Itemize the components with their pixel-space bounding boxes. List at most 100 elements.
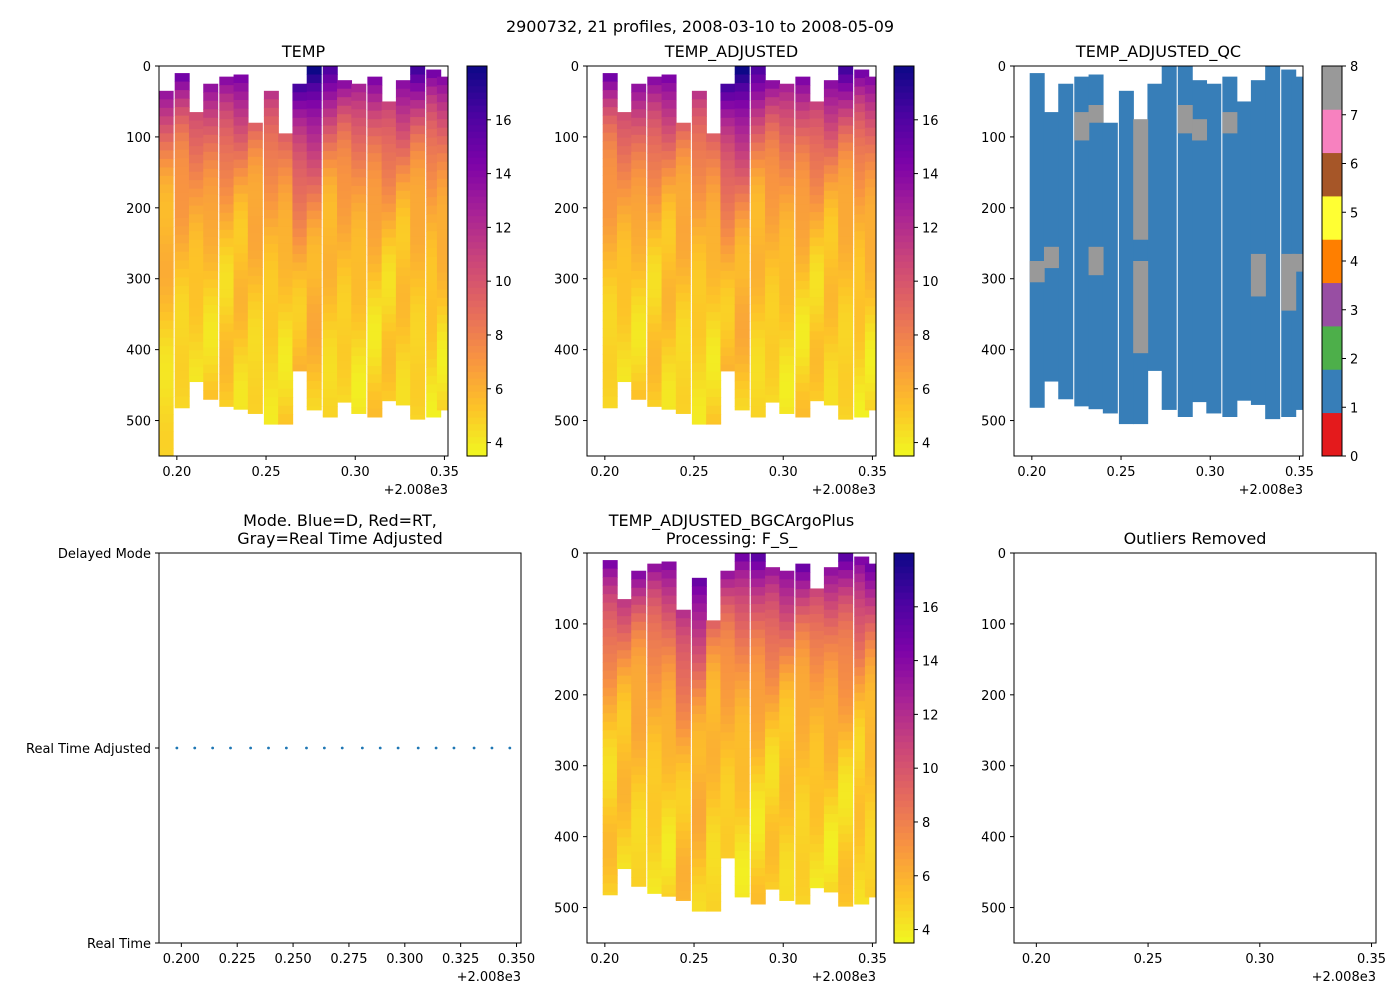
heatmap-cell xyxy=(602,611,618,621)
heatmap-cell xyxy=(750,295,766,305)
heatmap-cell xyxy=(809,109,825,119)
colorbar-segment xyxy=(894,936,914,944)
heatmap-cell xyxy=(765,592,781,602)
heatmap-cell xyxy=(616,760,632,770)
heatmap-cell xyxy=(675,148,691,158)
colorbar-segment xyxy=(894,930,914,938)
heatmap-cell xyxy=(765,88,781,98)
heatmap-cell xyxy=(838,227,854,237)
heatmap-cell xyxy=(838,876,854,886)
heatmap-cell xyxy=(675,865,691,875)
mode-point xyxy=(175,746,179,750)
heatmap-cell xyxy=(823,839,839,849)
heatmap-cell xyxy=(410,66,426,76)
heatmap-cell xyxy=(734,193,750,203)
heatmap-cell xyxy=(647,844,663,854)
heatmap-cell xyxy=(602,679,618,689)
colorbar-segment xyxy=(467,235,487,243)
heatmap-cell xyxy=(675,660,691,670)
heatmap-cell xyxy=(436,246,448,256)
colorbar-segment xyxy=(1322,152,1342,197)
heatmap-cell xyxy=(675,771,691,781)
heatmap-cell xyxy=(322,287,338,297)
heatmap-cell xyxy=(838,842,854,852)
heatmap-cell xyxy=(691,620,707,630)
heatmap-cell xyxy=(278,320,294,330)
heatmap-cell xyxy=(174,294,190,304)
heatmap-cell xyxy=(750,321,766,331)
heatmap-cell xyxy=(720,168,736,178)
heatmap-cell xyxy=(734,621,750,631)
heatmap-cell xyxy=(661,202,677,212)
x-tick-label: 0.20 xyxy=(162,465,191,480)
heatmap-cell xyxy=(436,229,448,239)
colorbar-segment xyxy=(894,910,914,918)
colorbar-segment xyxy=(894,923,914,931)
heatmap-cell xyxy=(219,314,235,324)
heatmap-cell xyxy=(750,578,766,588)
heatmap-cell xyxy=(795,323,811,333)
heatmap-cell xyxy=(263,337,279,347)
heatmap-cell xyxy=(838,168,854,178)
heatmap-cell xyxy=(854,616,870,626)
heatmap-cell xyxy=(292,117,308,127)
heatmap-cell xyxy=(675,643,691,653)
heatmap-cell xyxy=(219,255,235,265)
heatmap-cell xyxy=(159,243,174,253)
heatmap-cell xyxy=(631,834,647,844)
heatmap-cell xyxy=(795,119,811,129)
heatmap-cell xyxy=(233,125,249,135)
heatmap-cell xyxy=(838,372,854,382)
heatmap-cell xyxy=(734,876,750,886)
heatmap-cell xyxy=(159,209,174,219)
panel-title: TEMP_ADJUSTED_QC xyxy=(1075,42,1241,62)
heatmap-cell xyxy=(750,612,766,622)
heatmap-cell xyxy=(263,141,279,151)
heatmap-cell xyxy=(631,373,647,383)
heatmap-cell xyxy=(174,90,190,100)
heatmap-cell xyxy=(203,236,219,246)
heatmap-cell xyxy=(661,372,677,382)
heatmap-cell xyxy=(247,148,263,158)
heatmap-cell xyxy=(631,817,647,827)
heatmap-cell xyxy=(647,119,663,129)
heatmap-cell xyxy=(809,178,825,188)
heatmap-cell xyxy=(263,90,279,100)
heatmap-cell xyxy=(292,228,308,238)
heatmap-cell xyxy=(647,255,663,265)
heatmap-cell xyxy=(426,214,442,224)
heatmap-cell xyxy=(809,656,825,666)
heatmap-cell xyxy=(436,289,448,299)
heatmap-cell xyxy=(779,219,795,229)
heatmap-cell xyxy=(367,161,383,171)
heatmap-cell xyxy=(864,221,876,231)
heatmap-cell xyxy=(426,188,442,198)
heatmap-cell xyxy=(188,341,204,351)
heatmap-cell xyxy=(809,237,825,247)
heatmap-cell xyxy=(809,195,825,205)
heatmap-cell xyxy=(616,752,632,762)
heatmap-cell xyxy=(675,830,691,840)
heatmap-cell xyxy=(691,841,707,851)
heatmap-cell xyxy=(410,389,426,399)
heatmap-cell xyxy=(631,228,647,238)
heatmap-cell xyxy=(854,265,870,275)
heatmap-cell xyxy=(351,168,367,178)
heatmap-cell xyxy=(188,112,204,122)
heatmap-cell xyxy=(322,304,338,314)
heatmap-cell xyxy=(337,360,353,370)
heatmap-cell xyxy=(854,896,870,905)
heatmap-cell xyxy=(795,306,811,316)
heatmap-cell xyxy=(691,226,707,236)
heatmap-cell xyxy=(647,212,663,222)
colorbar-segment xyxy=(894,397,914,405)
heatmap-cell xyxy=(675,190,691,200)
heatmap-cell xyxy=(779,834,795,844)
heatmap-cell xyxy=(838,663,854,673)
heatmap-cell xyxy=(661,397,677,407)
heatmap-cell xyxy=(734,893,750,898)
heatmap-cell xyxy=(661,74,677,84)
heatmap-cell xyxy=(734,799,750,809)
heatmap-cell xyxy=(174,243,190,253)
heatmap-cell xyxy=(647,648,663,658)
